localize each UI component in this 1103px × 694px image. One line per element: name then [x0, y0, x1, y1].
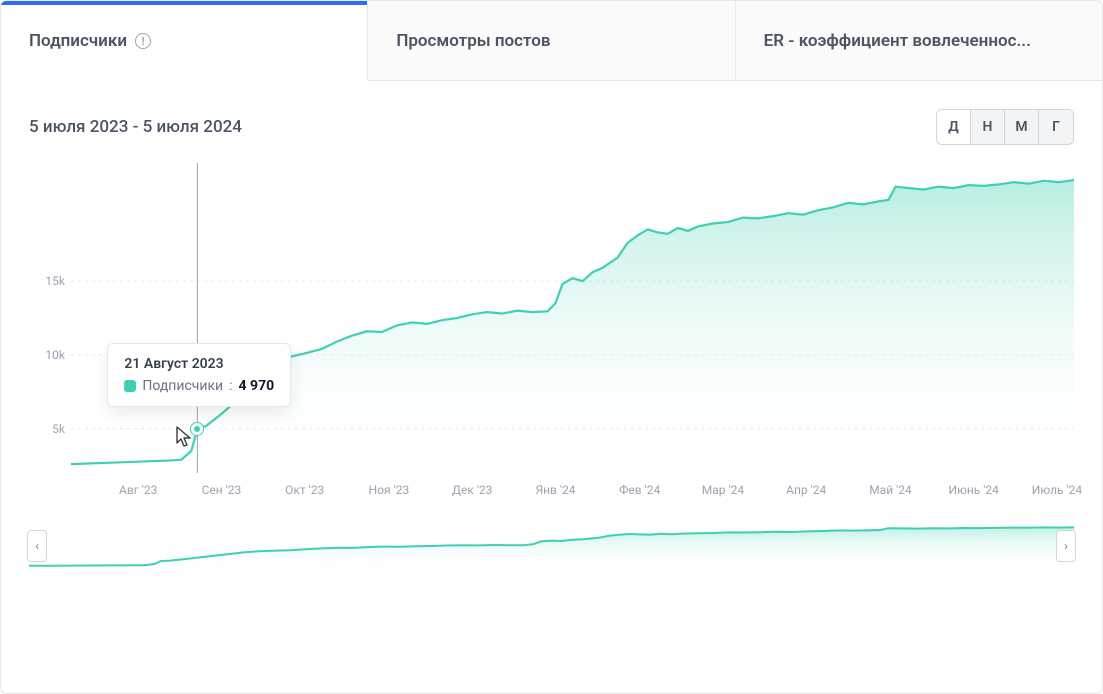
tabs-bar: Подписчики! Просмотры постов ER - коэффици… — [1, 1, 1102, 81]
info-icon[interactable]: ! — [135, 33, 151, 49]
x-tick-label: Апр '24 — [786, 483, 826, 497]
x-tick-label: Авг '23 — [119, 483, 157, 497]
y-tick-label: 15k — [45, 274, 65, 288]
granularity-Д[interactable]: Д — [937, 110, 971, 144]
tab-label: ER - коэффициент вовлеченнос... — [764, 31, 1031, 51]
x-tick-label: Окт '23 — [285, 483, 324, 497]
x-tick-label: Фев '24 — [619, 483, 660, 497]
overview-track[interactable] — [29, 525, 1074, 567]
main-chart[interactable]: 5k 10k 15k Авг '23 Сен '23 Окт '23 Ноя '23 Дек… — [29, 163, 1074, 503]
granularity-group: ДНМГ — [936, 109, 1074, 145]
overview-scrubber[interactable]: ‹ › — [29, 525, 1074, 567]
overview-prev-button[interactable]: ‹ — [27, 530, 47, 562]
x-tick-label: Май '24 — [869, 483, 912, 497]
granularity-Г[interactable]: Г — [1039, 110, 1073, 144]
hover-point-marker — [191, 423, 203, 435]
plot-area[interactable] — [71, 163, 1074, 473]
tab-2[interactable]: ER - коэффициент вовлеченнос... — [736, 1, 1102, 81]
y-tick-label: 10k — [45, 348, 65, 362]
x-tick-label: Мар '24 — [702, 483, 744, 497]
chevron-right-icon: › — [1064, 539, 1068, 553]
x-tick-label: Ноя '23 — [369, 483, 410, 497]
x-tick-label: Дек '23 — [452, 483, 492, 497]
x-axis: Авг '23 Сен '23 Окт '23 Ноя '23 Дек '23 Янв '… — [71, 477, 1074, 503]
tab-0[interactable]: Подписчики! — [1, 1, 368, 81]
granularity-Н[interactable]: Н — [971, 110, 1005, 144]
x-tick-label: Июль '24 — [1032, 483, 1082, 497]
granularity-М[interactable]: М — [1005, 110, 1039, 144]
x-tick-label: Июнь '24 — [949, 483, 999, 497]
overview-next-button[interactable]: › — [1056, 530, 1076, 562]
y-tick-label: 5k — [52, 422, 65, 436]
chevron-left-icon: ‹ — [35, 539, 39, 553]
x-tick-label: Янв '24 — [535, 483, 575, 497]
tab-1[interactable]: Просмотры постов — [368, 1, 735, 81]
date-range-label: 5 июля 2023 - 5 июля 2024 — [29, 117, 242, 137]
tab-label: Просмотры постов — [396, 31, 550, 51]
analytics-panel: Подписчики! Просмотры постов ER - коэффици… — [0, 0, 1103, 694]
tab-label: Подписчики — [29, 31, 127, 51]
x-tick-label: Сен '23 — [202, 483, 242, 497]
y-axis: 5k 10k 15k — [29, 163, 71, 473]
chart-subheader: 5 июля 2023 - 5 июля 2024 ДНМГ — [1, 81, 1102, 145]
